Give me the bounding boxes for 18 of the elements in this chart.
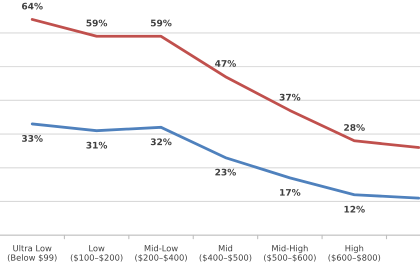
x-tick-label: Mid ($400–$500): [200, 244, 252, 262]
data-label: 28%: [344, 124, 365, 131]
data-label: 33%: [22, 135, 43, 142]
x-tick-label: Mid-High ($500–$600): [264, 244, 316, 262]
x-tick-label: Ultra Low (Below $99): [8, 244, 57, 262]
x-tick-label: Low ($100–$200): [70, 245, 122, 262]
x-tick-label: High ($600–$800): [328, 244, 380, 262]
x-tick-label: Mid-Low ($200–$400): [135, 244, 187, 262]
data-label: 32%: [150, 138, 172, 146]
data-label: 64%: [22, 2, 43, 10]
data-label: 17%: [280, 188, 300, 196]
data-label: 23%: [215, 168, 236, 176]
data-label: 12%: [344, 206, 365, 213]
data-label: 59%: [150, 20, 172, 26]
data-label: 59%: [86, 20, 108, 26]
data-label: 37%: [280, 94, 300, 101]
data-label: 47%: [215, 60, 236, 67]
data-label: 31%: [86, 142, 108, 149]
